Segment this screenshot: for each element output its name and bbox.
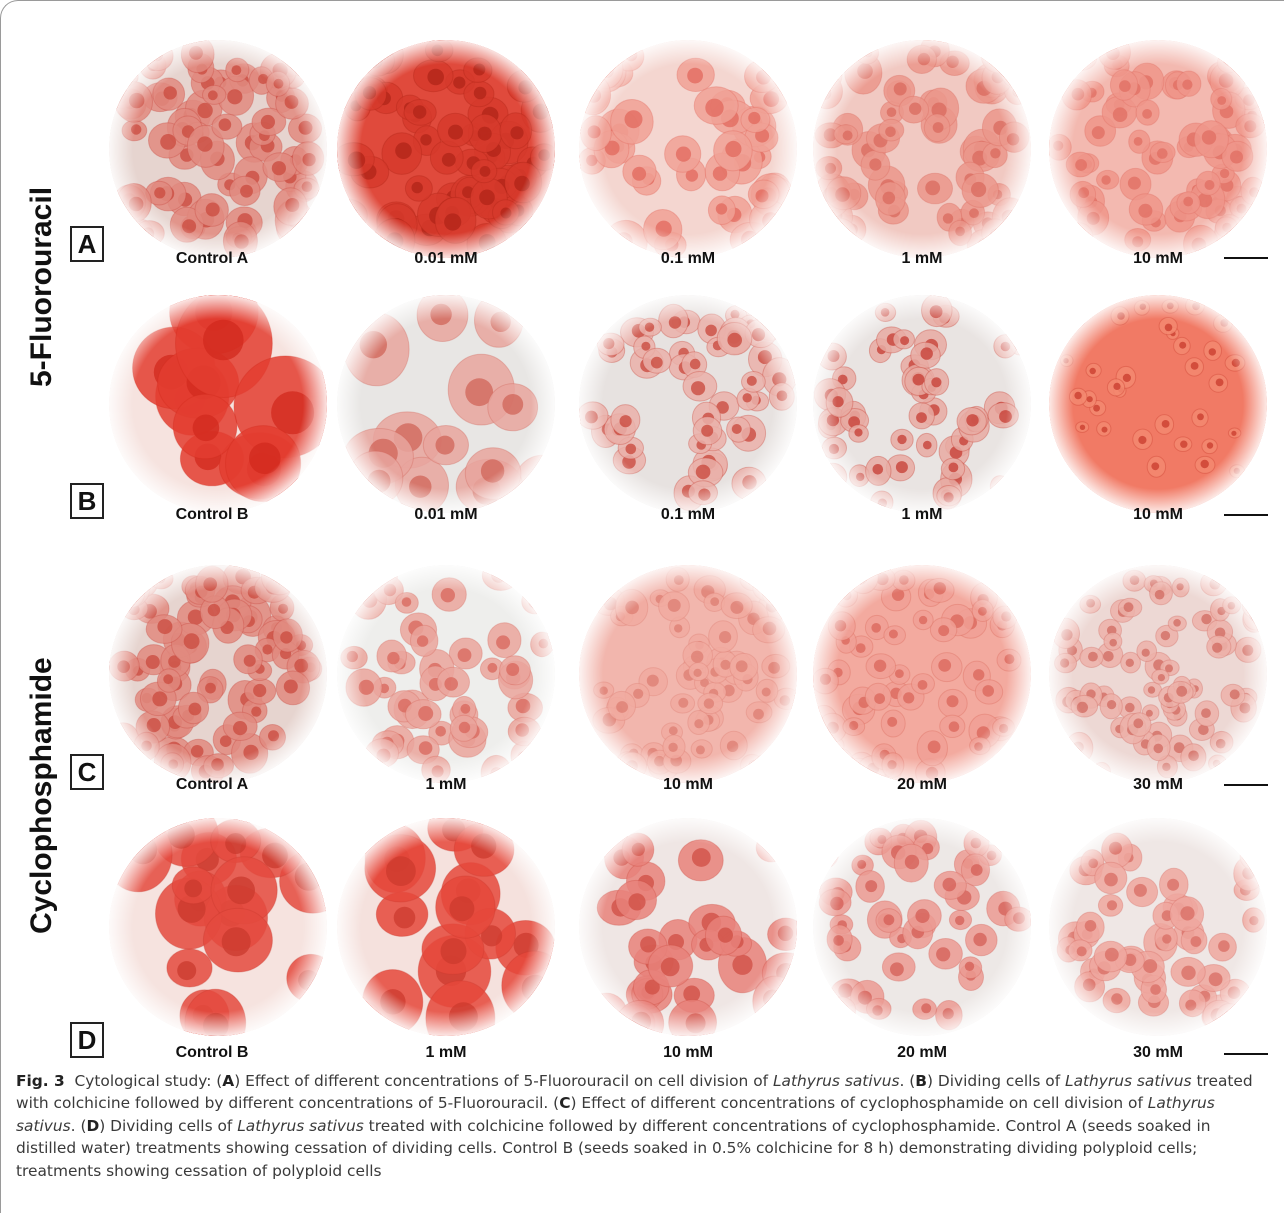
panel-letter-b: B [70,483,104,519]
micrograph-a-4 [813,40,1031,258]
scale-bar-a [1224,257,1268,259]
scale-bar-b [1224,514,1268,516]
caption-ref-a: A [222,1072,235,1090]
caption-text: ) Dividing cells of [927,1072,1066,1090]
caption-text: treated with colchicine followed by diff… [16,1072,1253,1113]
micrograph-d-2 [337,818,555,1036]
caption-ref-d: D [86,1116,100,1135]
micrograph-d-3 [579,818,797,1036]
panel-label-a-3: 0.1 mM [660,250,716,267]
side-label-cyclophosphamide: Cyclophosphamide [25,657,58,934]
panel-label-c-1: Control A [175,776,249,793]
micrograph-a-5 [1049,40,1267,258]
caption-text: treated with colchicine followed by diff… [16,1116,1211,1180]
micrograph-c-5 [1049,565,1267,783]
caption-ref-b: B [915,1072,928,1090]
caption-species: Lathyrus sativus [237,1116,364,1135]
panel-letter-a: A [70,226,104,262]
panel-label-d-5: 30 mM [1133,1044,1183,1061]
panel-label-b-3: 0.1 mM [660,506,716,523]
panel-label-b-4: 1 mM [901,506,943,523]
micrograph-a-2 [337,40,555,258]
micrograph-c-4 [813,565,1031,783]
micrograph-b-1 [109,295,327,513]
panel-label-c-2: 1 mM [425,776,467,793]
panel-label-b-1: Control B [175,506,249,523]
panel-label-b-2: 0.01 mM [414,506,478,523]
caption-fig-label: Fig. 3 [16,1072,65,1090]
caption-text: . ( [70,1116,87,1135]
panel-letter-c: C [70,754,104,790]
micrograph-d-4 [813,818,1031,1036]
caption-text: ) Effect of different concentrations of … [570,1094,1148,1113]
panel-label-d-1: Control B [175,1044,249,1061]
caption-species: Lathyrus sativus [16,1094,1215,1135]
caption-text: ) Dividing cells of [99,1116,238,1135]
micrograph-c-1 [109,565,327,783]
caption-text: Cytological study: ( [74,1072,223,1090]
micrograph-d-5 [1049,818,1267,1036]
caption-text: ) Effect of different concentrations of … [234,1072,773,1090]
micrograph-c-3 [579,565,797,783]
panel-label-b-5: 10 mM [1133,506,1183,523]
caption-text: . ( [899,1072,916,1090]
panel-label-c-3: 10 mM [663,776,713,793]
caption-species: Lathyrus sativus [1065,1072,1192,1090]
side-label-fluorouracil: 5-Fluorouracil [25,186,58,387]
panel-label-d-4: 20 mM [897,1044,947,1061]
panel-label-c-5: 30 mM [1133,776,1183,793]
scale-bar-c [1224,784,1268,786]
caption-ref-c: C [559,1094,571,1113]
micrograph-b-2 [337,295,555,513]
panel-label-c-4: 20 mM [897,776,947,793]
panel-label-a-4: 1 mM [901,250,943,267]
caption-species: Lathyrus sativus [772,1072,900,1090]
micrograph-a-3 [579,40,797,258]
panel-label-a-5: 10 mM [1133,250,1183,267]
micrograph-c-2 [337,565,555,783]
micrograph-a-1 [109,40,327,258]
micrograph-b-3 [579,295,797,513]
micrograph-d-1 [109,818,327,1036]
panel-letter-d: D [70,1022,104,1058]
panel-label-d-2: 1 mM [425,1044,467,1061]
micrograph-b-4 [813,295,1031,513]
panel-label-d-3: 10 mM [663,1044,713,1061]
panel-label-a-1: Control A [175,250,249,267]
panel-label-a-2: 0.01 mM [414,250,478,267]
micrograph-b-5 [1049,295,1267,513]
scale-bar-d [1224,1053,1268,1055]
figure-caption: Fig. 3 Cytological study: (A) Effect of … [16,1070,1268,1182]
